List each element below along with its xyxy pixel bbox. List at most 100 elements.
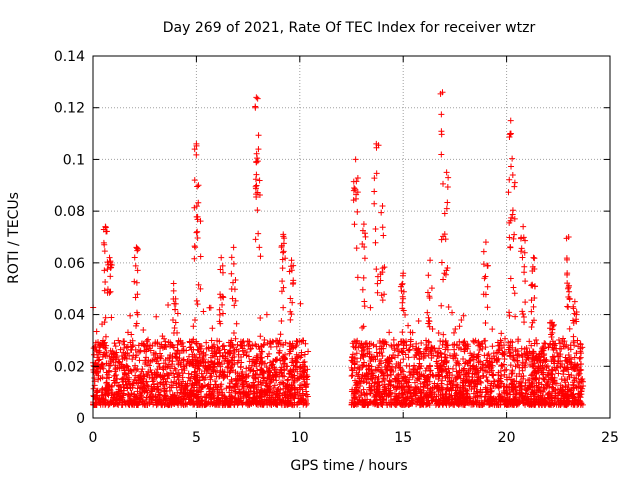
data-point: [132, 354, 139, 361]
data-point: [215, 394, 222, 401]
data-point: [476, 346, 483, 353]
spike-point: [438, 151, 445, 158]
data-point: [360, 386, 367, 393]
data-point: [185, 396, 192, 403]
data-point: [261, 391, 268, 398]
data-point: [162, 357, 169, 364]
data-point: [282, 351, 289, 358]
spike-point: [230, 260, 237, 267]
spike-point: [372, 239, 379, 246]
data-point: [199, 383, 206, 390]
data-point: [304, 366, 311, 373]
data-point: [455, 360, 462, 367]
data-point: [479, 388, 486, 395]
data-point: [274, 356, 281, 363]
data-point: [563, 394, 570, 401]
spike-peak-point: [288, 257, 295, 264]
data-point: [555, 401, 562, 408]
data-point: [513, 389, 520, 396]
data-point: [425, 338, 432, 345]
data-point: [282, 339, 289, 346]
data-point: [463, 377, 470, 384]
spike-point: [506, 234, 513, 241]
data-point: [102, 386, 109, 393]
data-point: [157, 355, 164, 362]
spike-peak-point: [193, 140, 200, 147]
data-point: [131, 391, 138, 398]
data-point: [450, 329, 457, 336]
data-point: [173, 384, 180, 391]
data-point: [134, 385, 141, 392]
data-point: [257, 388, 264, 395]
spike-point: [253, 158, 260, 165]
data-point: [467, 362, 474, 369]
spike-point: [107, 288, 114, 295]
data-point: [568, 372, 575, 379]
spike-point: [228, 270, 235, 277]
spike-point: [232, 297, 239, 304]
spike-point: [381, 264, 388, 271]
data-point: [142, 401, 149, 408]
spike-point: [564, 285, 571, 292]
data-point: [221, 374, 228, 381]
data-point: [302, 381, 309, 388]
data-point: [268, 362, 275, 369]
data-point: [444, 370, 451, 377]
data-point: [405, 322, 412, 329]
spike-point: [279, 278, 286, 285]
data-point: [509, 369, 516, 376]
data-point: [360, 344, 367, 351]
data-point: [301, 351, 308, 358]
data-point: [363, 340, 370, 347]
data-point: [179, 339, 186, 346]
spike-point: [518, 248, 524, 255]
data-point: [487, 382, 494, 389]
spike-point: [253, 194, 260, 201]
spike-point: [361, 244, 368, 251]
data-point: [232, 396, 239, 403]
spike-point: [254, 189, 261, 196]
data-point: [275, 386, 282, 393]
data-point: [266, 376, 273, 383]
spike-point: [441, 210, 448, 217]
data-point: [571, 354, 578, 361]
data-point: [565, 371, 572, 378]
data-point: [381, 338, 388, 345]
spike-point: [399, 293, 406, 300]
spike-peak-point: [218, 254, 225, 261]
data-point: [577, 361, 584, 368]
data-point: [396, 364, 403, 371]
data-point: [218, 381, 225, 388]
data-point: [252, 370, 259, 377]
spike-point: [371, 188, 378, 195]
data-point: [98, 362, 105, 369]
data-point: [517, 391, 524, 398]
data-point: [471, 400, 478, 407]
data-point: [166, 387, 173, 394]
data-point: [274, 371, 281, 378]
spike-point: [192, 244, 199, 251]
data-point: [548, 370, 555, 377]
data-point: [493, 357, 500, 364]
data-point: [219, 343, 226, 350]
spike-point: [566, 288, 573, 295]
spike-point: [519, 308, 526, 315]
spike-point: [101, 267, 108, 274]
data-point: [388, 343, 395, 350]
data-point: [273, 399, 280, 406]
data-point: [154, 398, 161, 405]
data-point: [391, 354, 398, 361]
x-tick-label-0: 0: [89, 430, 98, 446]
data-point: [467, 350, 474, 357]
data-point: [291, 385, 298, 392]
spike-point: [521, 263, 528, 270]
data-point: [424, 309, 431, 316]
spike-point: [191, 255, 198, 262]
data-point: [356, 375, 363, 382]
data-point: [232, 388, 239, 395]
data-point: [365, 366, 372, 373]
data-point: [170, 370, 177, 377]
data-point: [286, 350, 293, 357]
data-point: [466, 382, 473, 389]
data-point: [423, 365, 430, 372]
